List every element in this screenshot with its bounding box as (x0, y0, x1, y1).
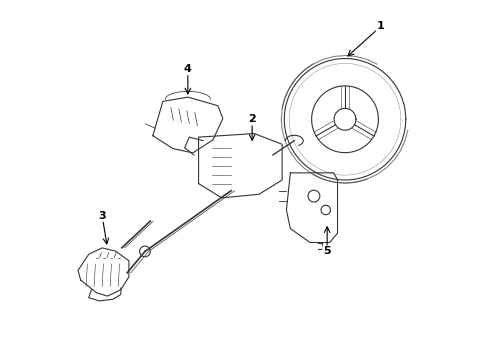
Text: 4: 4 (184, 64, 192, 74)
Text: 2: 2 (248, 114, 256, 124)
Text: 5: 5 (323, 247, 331, 256)
Text: 1: 1 (377, 21, 385, 31)
Text: 3: 3 (98, 211, 106, 221)
